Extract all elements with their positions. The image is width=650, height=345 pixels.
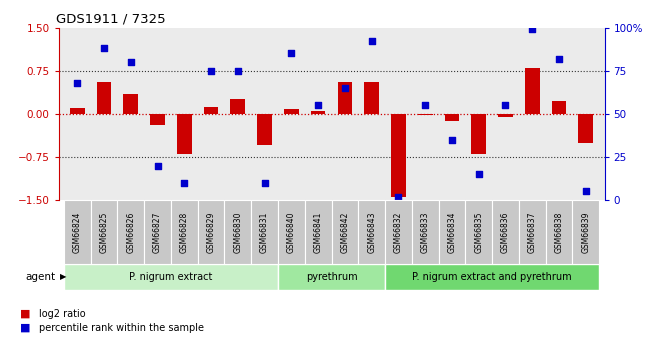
Bar (391, 114, 406, 197)
Text: log2 ratio: log2 ratio (39, 309, 86, 319)
Text: ▶: ▶ (60, 272, 66, 282)
Text: GSM66839: GSM66839 (581, 211, 590, 253)
Text: GSM66825: GSM66825 (99, 211, 109, 253)
Bar (578, 114, 593, 142)
Point (393, 194, 404, 199)
Point (340, 85, 350, 91)
Point (367, 39, 377, 44)
Bar (224, 200, 251, 264)
Text: GSM66824: GSM66824 (73, 211, 82, 253)
Text: GSM66830: GSM66830 (233, 211, 242, 253)
Bar (171, 200, 198, 264)
Point (554, 56, 564, 61)
Bar (124, 94, 138, 114)
Bar (90, 200, 118, 264)
Text: GSM66826: GSM66826 (126, 211, 135, 253)
Point (233, 68, 243, 73)
Bar (358, 200, 385, 264)
Bar (573, 200, 599, 264)
Bar (278, 264, 385, 290)
Bar (64, 200, 90, 264)
Text: GSM66832: GSM66832 (394, 211, 403, 253)
Bar (439, 200, 465, 264)
Text: GSM66837: GSM66837 (528, 211, 537, 253)
Point (580, 189, 591, 194)
Point (125, 59, 136, 65)
Bar (64, 264, 278, 290)
Bar (492, 200, 519, 264)
Bar (118, 200, 144, 264)
Point (99, 46, 109, 51)
Point (259, 180, 270, 186)
Bar (150, 114, 165, 125)
Bar (70, 108, 84, 114)
Point (420, 102, 430, 108)
Bar (257, 114, 272, 146)
Bar (97, 82, 111, 114)
Bar (385, 200, 412, 264)
Text: P. nigrum extract: P. nigrum extract (129, 272, 213, 282)
Bar (337, 82, 352, 114)
Bar (177, 114, 192, 154)
Bar (284, 109, 299, 114)
Point (527, 27, 538, 32)
Text: GSM66834: GSM66834 (447, 211, 456, 253)
Text: GSM66828: GSM66828 (180, 211, 188, 253)
Bar (385, 264, 599, 290)
Text: pyrethrum: pyrethrum (306, 272, 358, 282)
Point (72, 80, 83, 86)
Text: GSM66840: GSM66840 (287, 211, 296, 253)
Text: GSM66843: GSM66843 (367, 211, 376, 253)
Bar (311, 111, 326, 114)
Point (500, 102, 511, 108)
Bar (305, 200, 332, 264)
Text: ■: ■ (20, 309, 30, 319)
Bar (418, 114, 432, 115)
Bar (471, 114, 486, 154)
Point (286, 51, 296, 56)
Bar (552, 101, 566, 114)
Text: GSM66833: GSM66833 (421, 211, 430, 253)
Point (313, 102, 323, 108)
Bar (545, 200, 573, 264)
Bar (519, 200, 545, 264)
Text: ■: ■ (20, 323, 30, 333)
Text: GSM66838: GSM66838 (554, 211, 564, 253)
Text: GSM66835: GSM66835 (474, 211, 483, 253)
Bar (445, 114, 460, 121)
Bar (198, 200, 224, 264)
Bar (144, 200, 171, 264)
Text: GSM66842: GSM66842 (341, 211, 350, 253)
Text: GSM66841: GSM66841 (313, 211, 322, 253)
Text: GSM66827: GSM66827 (153, 211, 162, 253)
Text: agent: agent (25, 272, 55, 282)
Bar (332, 200, 358, 264)
Bar (231, 99, 245, 114)
Text: percentile rank within the sample: percentile rank within the sample (39, 323, 204, 333)
Point (152, 163, 162, 168)
Bar (251, 200, 278, 264)
Bar (412, 200, 439, 264)
Text: GDS1911 / 7325: GDS1911 / 7325 (56, 12, 165, 25)
Bar (465, 200, 492, 264)
Point (206, 68, 216, 73)
Text: GSM66829: GSM66829 (207, 211, 216, 253)
Bar (525, 68, 540, 114)
Text: GSM66831: GSM66831 (260, 211, 269, 253)
Point (447, 137, 457, 142)
Text: GSM66836: GSM66836 (501, 211, 510, 253)
Bar (364, 82, 379, 114)
Bar (278, 200, 305, 264)
Bar (498, 114, 513, 117)
Text: P. nigrum extract and pyrethrum: P. nigrum extract and pyrethrum (412, 272, 572, 282)
Point (473, 171, 484, 177)
Point (179, 180, 190, 186)
Bar (203, 107, 218, 114)
